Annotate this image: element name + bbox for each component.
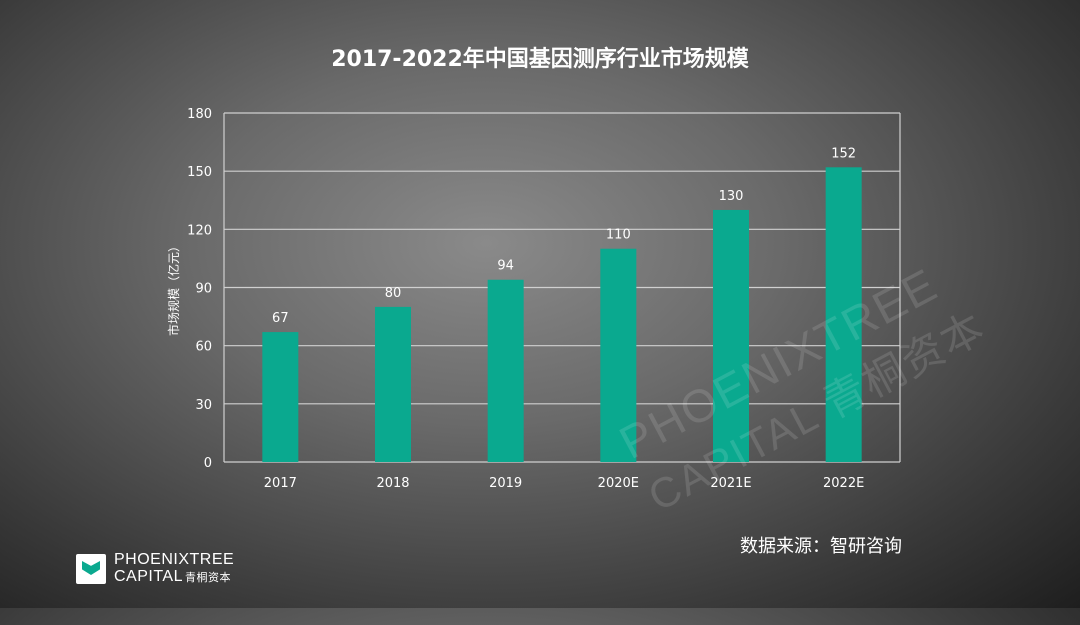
brand-name-line2: CAPITAL 青桐资本 [114, 568, 234, 587]
y-tick-label: 120 [187, 223, 212, 238]
bar [825, 167, 862, 463]
y-tick-label: 180 [187, 107, 212, 122]
x-tick-label: 2020E [598, 476, 639, 491]
y-axis-ticks: 0 30 60 90 120 150 180 [187, 107, 212, 471]
x-tick-label: 2021E [710, 476, 751, 491]
x-tick-label: 2019 [489, 476, 522, 491]
brand-name-cn: 青桐资本 [185, 572, 231, 584]
bar [487, 279, 524, 462]
x-tick-label: 2018 [376, 476, 409, 491]
bar [713, 209, 749, 462]
brand-text: PHOENIXTREE CAPITAL 青桐资本 [114, 551, 234, 587]
bar [262, 332, 299, 462]
brand-name-en: CAPITAL [114, 568, 183, 585]
bar [375, 306, 411, 462]
bar-chart: 2017-2022年中国基因测序行业市场规模 0306090120150180 … [166, 46, 901, 491]
y-tick-label: 30 [195, 398, 212, 413]
data-label: 94 [497, 259, 514, 274]
bars: 67 80 94 110 130 152 [262, 146, 862, 463]
x-tick-label: 2017 [264, 476, 297, 491]
chart-title: 2017-2022年中国基因测序行业市场规模 [331, 46, 750, 72]
brand-logo: PHOENIXTREE CAPITAL 青桐资本 [76, 551, 234, 587]
y-tick-label: 0 [204, 456, 212, 471]
brand-name-line1: PHOENIXTREE [114, 551, 235, 568]
source-note: 数据来源：智研咨询 [740, 536, 902, 557]
x-tick-label: 2022E [823, 476, 864, 491]
bar [600, 248, 637, 462]
data-label: 67 [272, 311, 289, 326]
data-label: 152 [831, 146, 856, 161]
data-label: 130 [719, 189, 744, 204]
data-label: 80 [385, 286, 402, 301]
x-axis-ticks: 2017 2018 2019 2020E 2021E 2022E [264, 476, 865, 491]
phoenixtree-logo-icon [76, 554, 106, 584]
y-tick-label: 90 [195, 282, 212, 297]
data-label: 110 [606, 228, 631, 243]
grid-lines [223, 112, 901, 463]
y-axis-label: 市场规模（亿元） [166, 240, 181, 336]
y-tick-label: 60 [195, 340, 212, 355]
y-tick-label: 150 [187, 165, 212, 180]
